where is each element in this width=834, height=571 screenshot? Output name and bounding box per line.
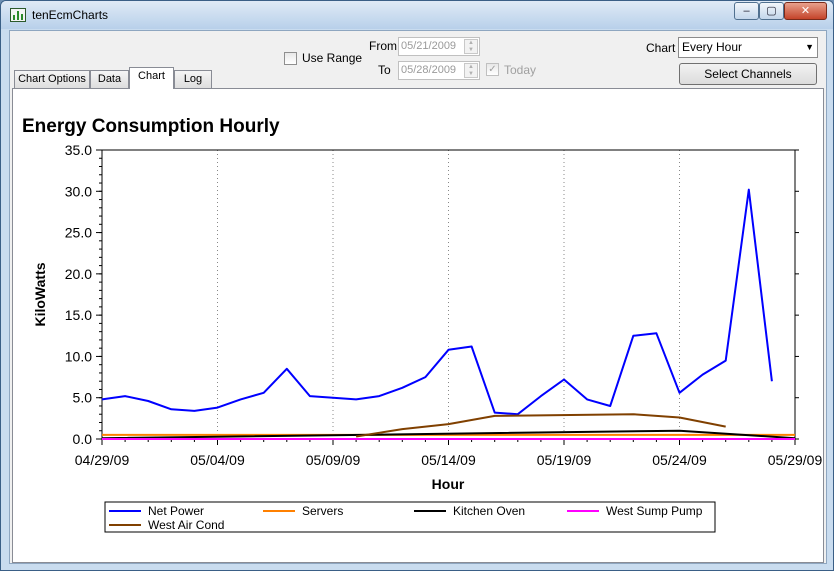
y-tick-label: 15.0: [65, 307, 92, 323]
x-tick-label: 05/04/09: [190, 452, 245, 468]
series-line-4: [355, 413, 726, 438]
spin-up-icon: ▲: [468, 40, 474, 46]
x-tick-label: 05/19/09: [537, 452, 592, 468]
legend-label: West Air Cond: [148, 518, 224, 532]
minimize-icon: –: [743, 5, 750, 17]
to-date-value: 05/28/2009: [401, 64, 457, 76]
tab-chart[interactable]: Chart: [129, 67, 174, 89]
x-axis-label: Hour: [432, 476, 465, 492]
spin-up-icon: ▲: [468, 64, 474, 70]
to-date-spinner[interactable]: ▲ ▼: [464, 63, 478, 78]
y-tick-label: 30.0: [65, 183, 92, 199]
legend-label: Net Power: [148, 504, 204, 518]
y-tick-label: 25.0: [65, 225, 92, 241]
y-tick-label: 5.0: [73, 390, 93, 406]
chart-interval-select[interactable]: Every Hour ▼: [678, 37, 818, 58]
legend-label: Kitchen Oven: [453, 504, 525, 518]
use-range-checkbox[interactable]: [284, 52, 297, 65]
to-date-field[interactable]: 05/28/2009 ▲ ▼: [398, 61, 480, 80]
y-tick-label: 35.0: [65, 142, 92, 158]
maximize-icon: ▢: [766, 5, 777, 17]
checkmark-icon: ✓: [488, 64, 497, 75]
y-tick-label: 0.0: [73, 431, 93, 447]
spin-down-icon: ▼: [468, 46, 474, 53]
from-date-spinner[interactable]: ▲ ▼: [464, 39, 478, 54]
select-channels-button[interactable]: Select Channels: [679, 63, 817, 85]
tab-log[interactable]: Log: [174, 70, 212, 89]
from-date-field[interactable]: 05/21/2009 ▲ ▼: [398, 37, 480, 56]
to-label: To: [378, 63, 391, 77]
tab-chart-options[interactable]: Chart Options: [14, 70, 90, 89]
minimize-button[interactable]: –: [734, 2, 759, 20]
chart-title: Energy Consumption Hourly: [22, 116, 280, 137]
legend-label: Servers: [302, 504, 343, 518]
x-tick-label: 05/24/09: [652, 452, 707, 468]
series-line-0: [101, 188, 773, 416]
maximize-button[interactable]: ▢: [759, 2, 784, 20]
client-area: Use Range From 05/21/2009 ▲ ▼ To 05/28/20…: [9, 30, 827, 564]
energy-chart: Energy Consumption Hourly 04/29/09 05/04/0…: [22, 116, 823, 533]
x-tick-label: 05/29/09: [768, 452, 823, 468]
chart-interval-value: Every Hour: [682, 40, 743, 54]
title-bar[interactable]: tenEcmCharts – ▢ ✕: [1, 1, 833, 29]
from-label: From: [369, 39, 397, 53]
y-tick-label: 20.0: [65, 266, 92, 282]
y-tick-label: 10.0: [65, 348, 92, 364]
x-tick-label: 05/09/09: [306, 452, 361, 468]
x-tick-label: 04/29/09: [75, 452, 130, 468]
spin-down-icon: ▼: [468, 70, 474, 77]
legend-label: West Sump Pump: [606, 504, 703, 518]
dropdown-arrow-icon: ▼: [805, 42, 814, 52]
x-tick-label: 05/14/09: [421, 452, 476, 468]
today-label: Today: [504, 63, 537, 77]
close-button[interactable]: ✕: [784, 2, 827, 20]
from-date-value: 05/21/2009: [401, 40, 457, 52]
series-line-2: [101, 429, 796, 440]
app-chart-icon: [10, 8, 26, 22]
tab-data[interactable]: Data: [90, 70, 129, 89]
close-icon: ✕: [800, 5, 811, 17]
today-checkbox[interactable]: ✓: [486, 63, 499, 76]
legend-box: [104, 501, 716, 533]
y-axis-label: KiloWatts: [32, 262, 48, 326]
chart-tab-panel: Energy Consumption Hourly 04/29/09 05/04/0…: [12, 88, 824, 563]
chart-label: Chart: [646, 41, 676, 55]
use-range-label: Use Range: [302, 51, 363, 65]
window-title: tenEcmCharts: [32, 8, 109, 22]
